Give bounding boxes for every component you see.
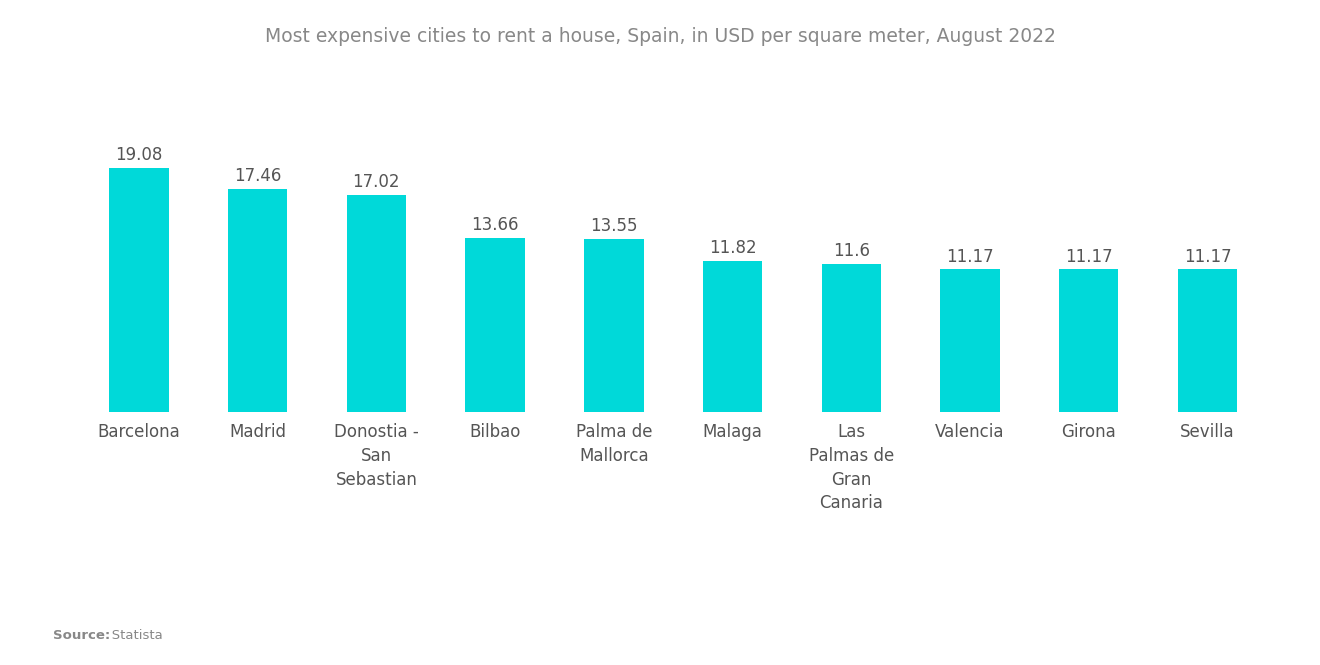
Text: Statista: Statista — [99, 628, 162, 642]
Text: 11.82: 11.82 — [709, 239, 756, 257]
Text: 17.02: 17.02 — [352, 173, 400, 191]
Text: 11.17: 11.17 — [946, 247, 994, 265]
Text: 13.55: 13.55 — [590, 217, 638, 235]
Text: 13.66: 13.66 — [471, 215, 519, 234]
Bar — [821, 264, 880, 412]
Text: Source:: Source: — [53, 628, 110, 642]
Bar — [940, 269, 999, 412]
Text: Most expensive cities to rent a house, Spain, in USD per square meter, August 20: Most expensive cities to rent a house, S… — [264, 27, 1056, 46]
Bar — [1177, 269, 1237, 412]
Bar — [702, 261, 762, 412]
Bar — [347, 195, 407, 412]
Text: 11.6: 11.6 — [833, 242, 870, 260]
Bar — [466, 237, 525, 412]
Bar — [110, 168, 169, 412]
Text: 19.08: 19.08 — [115, 146, 162, 164]
Text: 11.17: 11.17 — [1065, 247, 1113, 265]
Bar — [585, 239, 644, 412]
Text: 11.17: 11.17 — [1184, 247, 1232, 265]
Text: 17.46: 17.46 — [234, 167, 281, 185]
Bar — [228, 189, 288, 412]
Bar — [1059, 269, 1118, 412]
